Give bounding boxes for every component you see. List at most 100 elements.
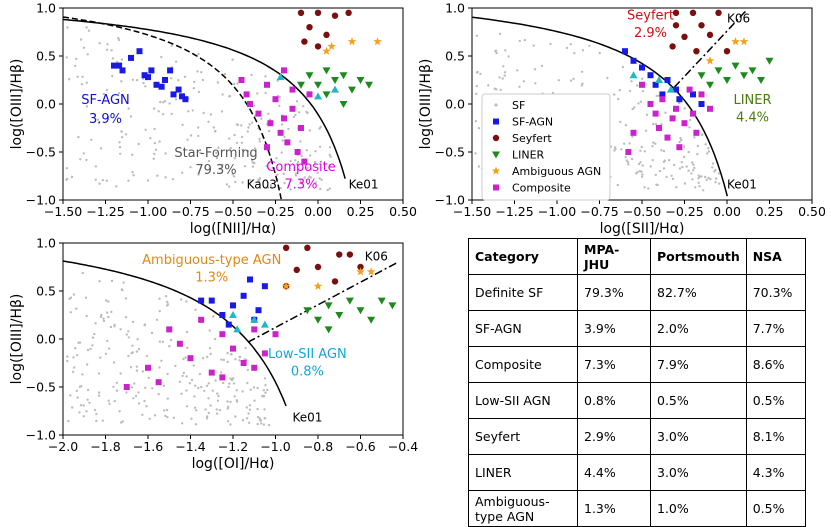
sf-galaxy-point bbox=[132, 397, 135, 400]
data-point bbox=[367, 316, 376, 324]
sf-galaxy-point bbox=[226, 407, 229, 410]
sf-galaxy-point bbox=[693, 136, 696, 139]
sf-galaxy-point bbox=[72, 293, 76, 296]
sf-galaxy-point bbox=[654, 173, 657, 177]
sf-galaxy-point bbox=[675, 186, 678, 189]
sf-galaxy-point bbox=[651, 159, 654, 162]
data-point bbox=[277, 129, 284, 136]
sf-galaxy-point bbox=[630, 80, 633, 83]
sf-galaxy-point bbox=[195, 409, 198, 412]
data-point bbox=[331, 77, 339, 84]
data-point bbox=[230, 345, 236, 352]
sf-galaxy-point bbox=[231, 173, 234, 176]
sf-galaxy-point bbox=[115, 185, 118, 188]
data-point bbox=[208, 369, 215, 376]
sf-galaxy-point bbox=[79, 38, 83, 41]
data-point bbox=[301, 158, 308, 165]
sf-galaxy-point bbox=[636, 171, 639, 174]
sf-galaxy-point bbox=[533, 68, 537, 71]
data-point bbox=[630, 57, 637, 64]
data-point bbox=[686, 86, 693, 93]
sf-galaxy-point bbox=[276, 173, 279, 176]
sf-galaxy-point bbox=[95, 419, 98, 423]
sf-galaxy-point bbox=[308, 129, 312, 132]
sf-galaxy-point bbox=[307, 182, 310, 186]
sf-galaxy-point bbox=[248, 404, 252, 407]
curve-label-ka03: Ka03 bbox=[247, 177, 277, 191]
sf-galaxy-point bbox=[80, 83, 84, 86]
x-axis-label: log([OI]/Hα) bbox=[192, 456, 275, 472]
data-point bbox=[313, 281, 323, 290]
sf-galaxy-point bbox=[241, 390, 244, 393]
sf-galaxy-point bbox=[76, 75, 79, 79]
sf-galaxy-point bbox=[192, 87, 196, 90]
data-point bbox=[322, 46, 331, 55]
data-point bbox=[723, 48, 731, 55]
data-point bbox=[229, 311, 237, 318]
x-tick-label: −1.50 bbox=[44, 204, 82, 219]
data-point bbox=[622, 48, 628, 55]
sf-galaxy-point bbox=[142, 81, 145, 85]
x-tick-label: −1.4 bbox=[175, 439, 205, 454]
sf-galaxy-point bbox=[678, 167, 682, 170]
sf-galaxy-point bbox=[705, 178, 708, 181]
sf-galaxy-point bbox=[264, 91, 267, 95]
row-portsmouth: 0.5% bbox=[650, 382, 747, 419]
sf-galaxy-point bbox=[77, 135, 80, 139]
sf-galaxy-point bbox=[495, 51, 498, 55]
data-point bbox=[707, 105, 713, 112]
sf-galaxy-point bbox=[205, 384, 209, 387]
sf-galaxy-point bbox=[299, 178, 302, 182]
legend bbox=[481, 93, 611, 201]
data-point bbox=[240, 292, 247, 299]
sf-galaxy-point bbox=[118, 141, 121, 144]
sf-galaxy-point bbox=[282, 172, 285, 175]
sf-galaxy-point bbox=[186, 346, 189, 349]
data-point bbox=[676, 144, 683, 151]
sf-galaxy-point bbox=[105, 179, 109, 182]
data-point bbox=[673, 105, 679, 112]
sf-galaxy-point bbox=[161, 113, 165, 116]
sf-galaxy-point bbox=[645, 113, 649, 117]
sf-galaxy-point bbox=[85, 314, 88, 318]
data-point bbox=[357, 263, 364, 271]
sf-galaxy-point bbox=[112, 385, 115, 388]
x-tick-label: −1.6 bbox=[133, 439, 163, 454]
sf-galaxy-point bbox=[696, 152, 699, 156]
sf-galaxy-point bbox=[565, 46, 569, 50]
y-tick-label: 0.0 bbox=[445, 97, 465, 112]
data-point bbox=[294, 149, 301, 155]
y-tick-label: 0.0 bbox=[36, 97, 56, 112]
sf-galaxy-point bbox=[229, 400, 232, 404]
sf-galaxy-point bbox=[264, 391, 267, 394]
row-category: Definite SF bbox=[468, 274, 578, 311]
sf-galaxy-point bbox=[68, 297, 71, 300]
sf-galaxy-point bbox=[162, 101, 165, 104]
data-point bbox=[158, 83, 165, 90]
data-point bbox=[731, 62, 740, 70]
data-point bbox=[689, 9, 697, 16]
sf-galaxy-point bbox=[693, 166, 696, 170]
x-tick-label: −1.00 bbox=[538, 204, 576, 219]
sf-galaxy-point bbox=[164, 414, 167, 418]
curve-ka03 bbox=[62, 16, 282, 200]
sf-galaxy-point bbox=[231, 58, 234, 61]
sf-galaxy-point bbox=[137, 391, 140, 394]
data-point bbox=[145, 74, 151, 81]
data-point bbox=[673, 86, 679, 93]
sf-galaxy-point bbox=[151, 387, 154, 390]
sf-galaxy-point bbox=[72, 370, 75, 374]
sf-galaxy-point bbox=[619, 120, 622, 124]
data-point bbox=[356, 77, 365, 84]
sf-galaxy-point bbox=[278, 104, 281, 108]
y-tick-label: 0.5 bbox=[36, 49, 56, 64]
data-point bbox=[281, 67, 287, 74]
sf-galaxy-point bbox=[569, 79, 573, 82]
sf-galaxy-point bbox=[258, 137, 261, 141]
sf-galaxy-point bbox=[240, 135, 244, 139]
sf-galaxy-point bbox=[193, 395, 196, 398]
data-point bbox=[255, 110, 262, 117]
data-point bbox=[250, 315, 259, 323]
data-point bbox=[301, 38, 308, 45]
row-nsa: 0.5% bbox=[745, 382, 806, 419]
